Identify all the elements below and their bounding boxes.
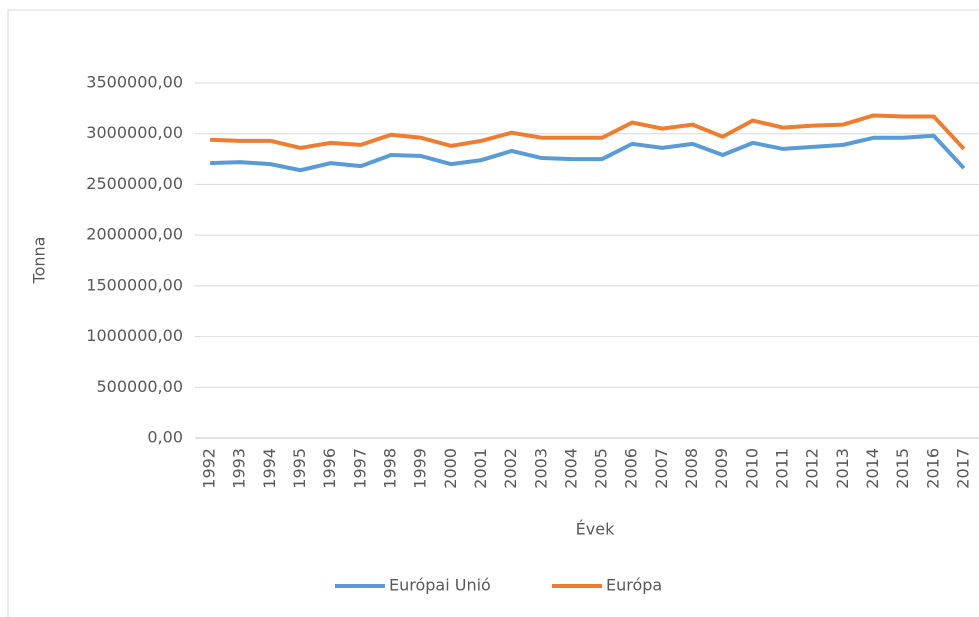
x-tick-label: 2009 — [712, 448, 731, 489]
y-tick-label: 2500000,00 — [86, 174, 183, 193]
x-tick-label: 1998 — [381, 448, 400, 489]
series-line — [210, 113, 966, 151]
x-tick-label: 1993 — [230, 448, 249, 489]
y-tick-label: 500000,00 — [96, 377, 183, 396]
x-tick-label: 2004 — [561, 448, 580, 489]
x-tick-label: 2010 — [742, 448, 761, 489]
x-tick-label: 1992 — [200, 448, 219, 489]
x-tick-label: 2012 — [803, 448, 822, 489]
x-tick-label: 2013 — [833, 448, 852, 489]
x-tick-label: 1994 — [260, 448, 279, 489]
y-tick-label: 0,00 — [147, 428, 183, 447]
legend-label: Európa — [606, 576, 662, 595]
x-tick-label: 2000 — [441, 448, 460, 489]
y-axis-title: Tonna — [30, 237, 49, 285]
chart-border — [7, 9, 979, 617]
x-tick-label: 1996 — [320, 448, 339, 489]
y-tick-label: 1500000,00 — [86, 275, 183, 294]
x-tick-label: 2011 — [773, 448, 792, 489]
x-tick-label: 2006 — [622, 448, 641, 489]
x-tick-label: 2001 — [471, 448, 490, 489]
x-tick-label: 2014 — [863, 448, 882, 489]
x-tick-label: 2005 — [592, 448, 611, 489]
y-tick-label: 2000000,00 — [86, 225, 183, 244]
legend-label: Európai Unió — [389, 576, 491, 595]
y-tick-label: 3500000,00 — [86, 73, 183, 92]
x-tick-label: 2003 — [531, 448, 550, 489]
x-tick-label: 1999 — [411, 448, 430, 489]
x-tick-label: 2008 — [682, 448, 701, 489]
x-tick-label: 2016 — [923, 448, 942, 489]
x-tick-label: 2015 — [893, 448, 912, 489]
x-tick-label: 2007 — [652, 448, 671, 489]
x-axis-title: Évek — [576, 520, 615, 539]
x-tick-label: 2002 — [501, 448, 520, 489]
y-tick-label: 3000000,00 — [86, 123, 183, 142]
x-tick-label: 2017 — [953, 448, 972, 489]
y-tick-label: 1000000,00 — [86, 326, 183, 345]
x-tick-label: 1995 — [290, 448, 309, 489]
x-tick-label: 1997 — [350, 448, 369, 489]
series-line — [210, 133, 966, 173]
